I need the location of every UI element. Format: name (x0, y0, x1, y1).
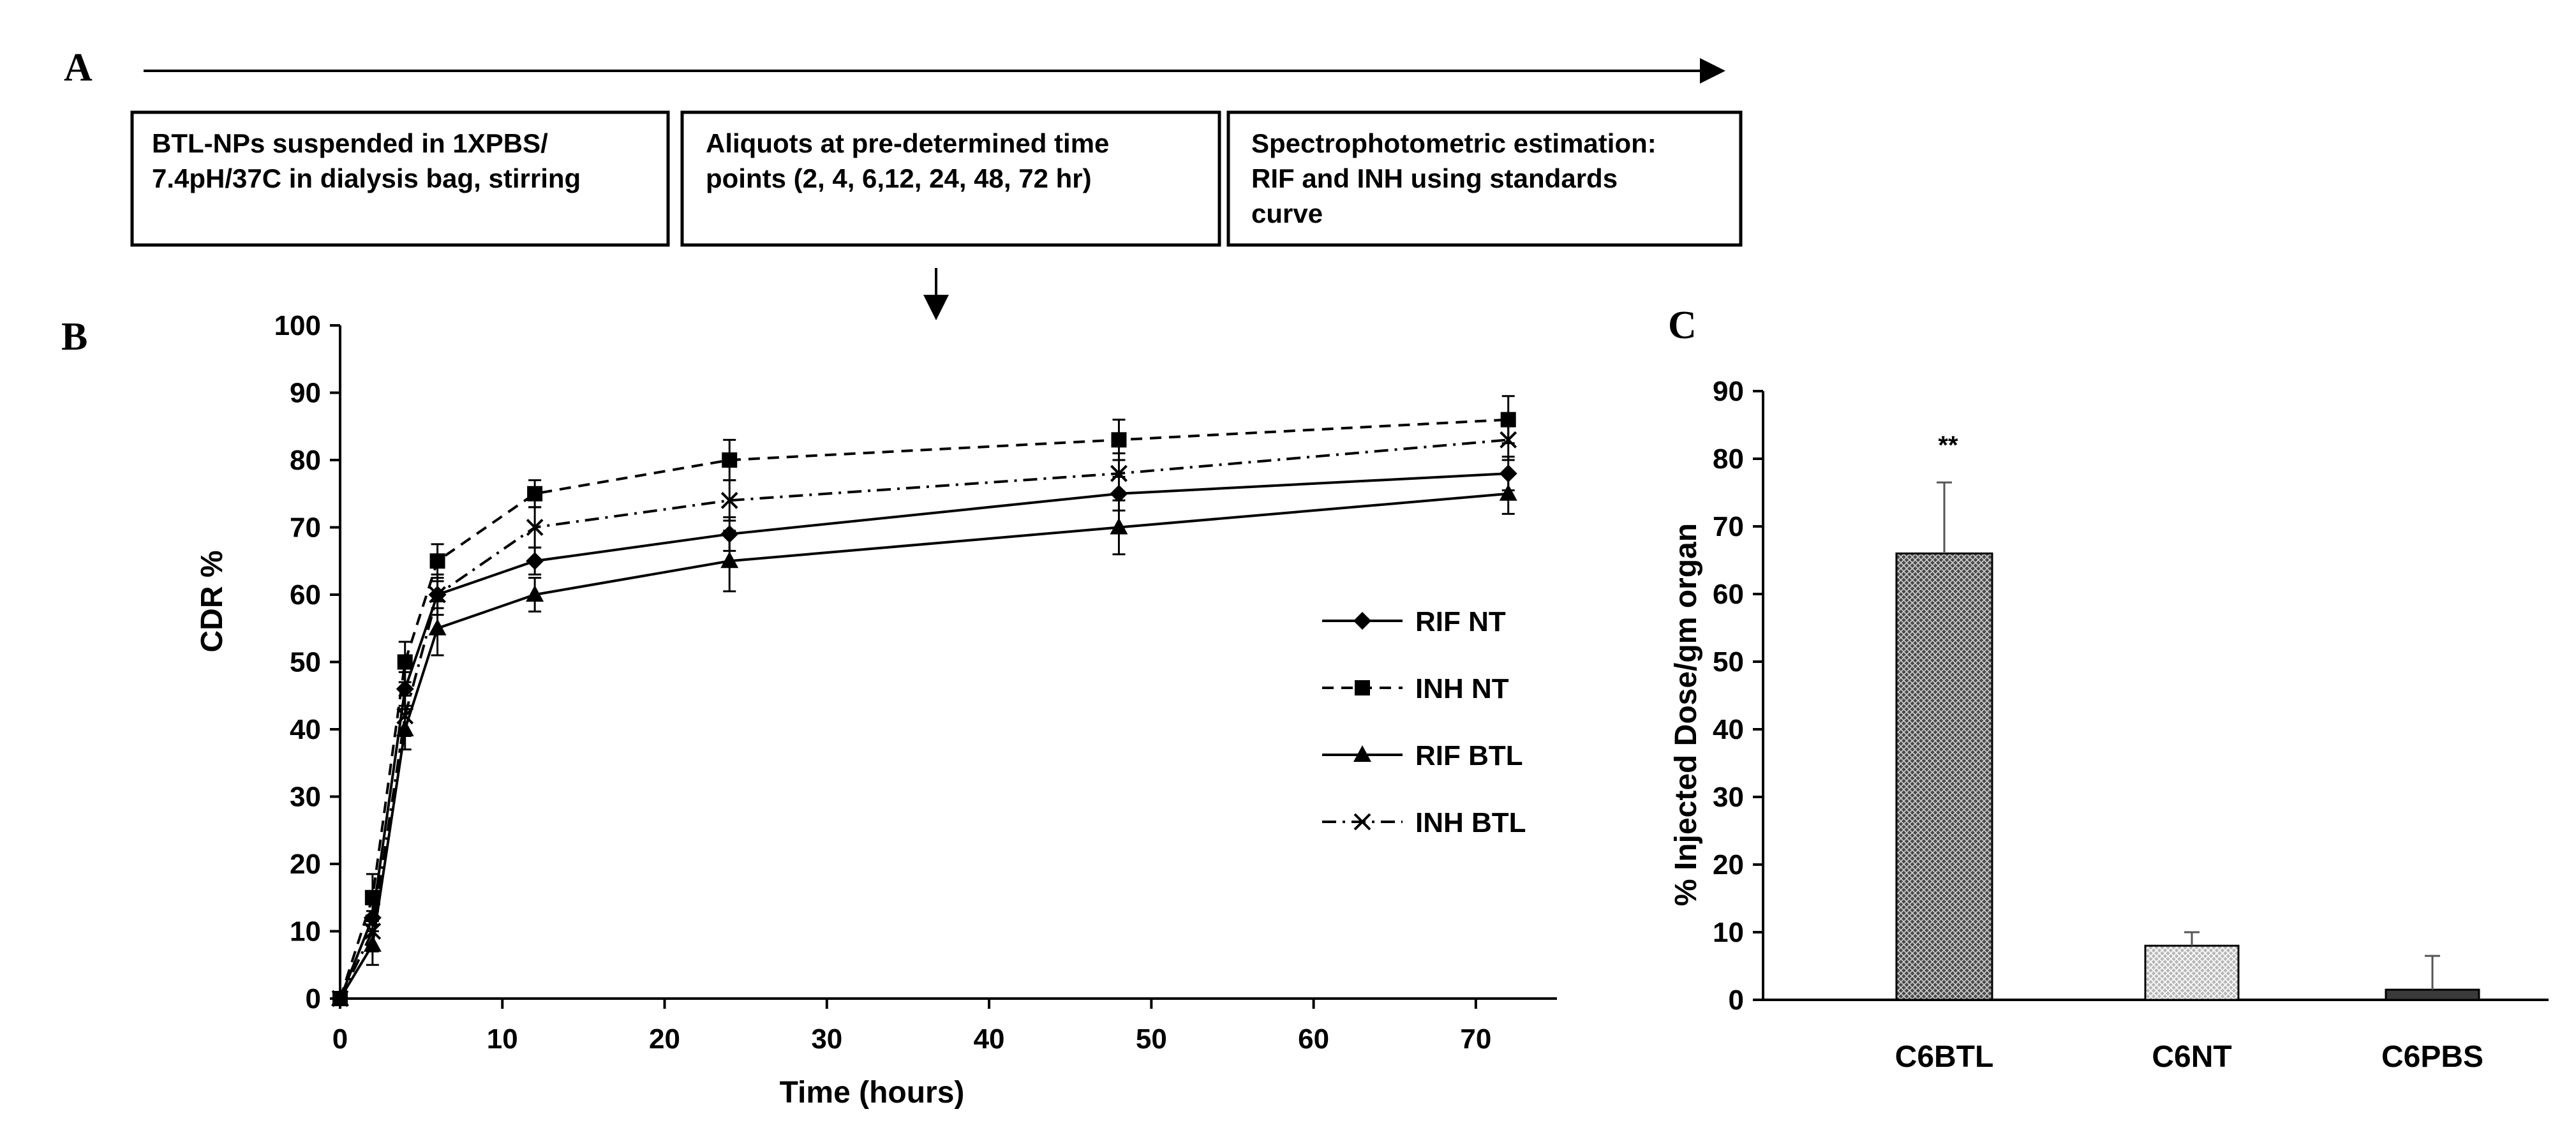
x-tick-label: 40 (974, 1023, 1005, 1055)
data-point (722, 452, 738, 468)
y-tick-label: 60 (290, 579, 321, 611)
x-tick-label: 30 (811, 1023, 842, 1055)
bar-c6btl (1895, 552, 1993, 1001)
y-axis-title: % Injected Dose/gm organ (1669, 523, 1703, 906)
significance-marker: ** (1938, 431, 1958, 459)
x-tick-label: 50 (1136, 1023, 1167, 1055)
data-point (1110, 465, 1128, 482)
category-label-c6pbs: C6PBS (2381, 1040, 2483, 1074)
y-tick-label: 0 (306, 983, 321, 1015)
data-point (720, 551, 739, 569)
category-label-c6nt: C6NT (2152, 1040, 2231, 1074)
legend-marker (1353, 745, 1371, 762)
y-tick-label: 100 (274, 310, 321, 341)
y-tick-label: 70 (290, 512, 321, 544)
legend-item-rif-nt: RIF NT (1322, 606, 1506, 637)
bar-chart: 0 10 20 30 40 50 60 70 80 90 % Injected Dose/gm or… (1669, 376, 2549, 1074)
y-tick-label: 30 (1713, 782, 1744, 813)
series-line (339, 438, 1508, 999)
legend-label: RIF BTL (1415, 740, 1523, 771)
x-tick-label: 0 (332, 1023, 348, 1055)
panel-label-b: B (61, 315, 87, 359)
workflow-step-3: Spectrophotometric estimation: RIF and I… (1226, 110, 1743, 247)
data-point (720, 491, 738, 509)
y-tick-label: 50 (290, 647, 321, 678)
workflow-step-3-line-1: Spectrophotometric estimation: (1251, 128, 1657, 158)
data-point (1499, 484, 1517, 501)
legend: RIF NT INH NT RIF BTL INH BTL (1322, 606, 1526, 838)
y-tick-label: 80 (290, 445, 321, 476)
legend-marker (1353, 612, 1371, 630)
series-rif-btl (331, 472, 1517, 1006)
series-rif-nt (331, 456, 1517, 1007)
y-axis-title: CDR % (195, 550, 229, 652)
y-tick-label: 0 (1729, 985, 1744, 1016)
legend-item-inh-nt: INH NT (1322, 673, 1509, 704)
legend-item-rif-btl: RIF BTL (1322, 740, 1523, 771)
workflow-step-3-line-2: RIF and INH using standards (1251, 163, 1618, 193)
panel-label-c: C (1668, 304, 1697, 347)
workflow-step-2: Aliquots at pre-determined time points (… (680, 110, 1221, 247)
y-tick-label: 50 (1713, 646, 1744, 678)
workflow-step-2-line-1: Aliquots at pre-determined time (706, 128, 1109, 158)
x-axis-title: Time (hours) (780, 1076, 965, 1110)
series-line (339, 492, 1508, 1000)
legend-marker (1355, 680, 1370, 695)
y-tick-label: 70 (1713, 511, 1744, 542)
y-tick-label: 20 (290, 849, 321, 880)
data-point (526, 552, 544, 570)
y-tick-label: 40 (290, 714, 321, 745)
line-chart: 0 10 20 30 40 50 60 70 80 90 100 0 10 20 30 40 50 60 70 Tim… (195, 310, 1557, 1110)
legend-label: RIF NT (1415, 606, 1506, 637)
category-label-c6btl: C6BTL (1895, 1040, 1994, 1074)
y-tick-label: 10 (1713, 917, 1744, 948)
series-inh-nt (332, 395, 1516, 1006)
data-point (527, 486, 543, 502)
data-point (429, 553, 445, 569)
y-tick-label: 80 (1713, 443, 1744, 475)
workflow-step-2-line-2: points (2, 4, 6,12, 24, 48, 72 hr) (706, 163, 1092, 193)
bar-c6pbs (2385, 988, 2480, 1001)
bar-c6nt (2144, 944, 2240, 1001)
legend-label: INH NT (1415, 673, 1509, 704)
series-line (339, 472, 1508, 999)
data-point (526, 519, 544, 536)
workflow-step-3-line-3: curve (1251, 198, 1323, 228)
y-tick-label: 90 (290, 378, 321, 409)
legend-marker (1353, 813, 1371, 831)
data-point (397, 654, 413, 670)
x-tick-label: 20 (649, 1023, 680, 1055)
data-point (331, 990, 349, 1007)
data-point (1110, 517, 1128, 535)
workflow-step-1-line-1: BTL-NPs suspended in 1XPBS/ (152, 128, 548, 158)
workflow-step-1: BTL-NPs suspended in 1XPBS/ 7.4pH/37C in… (130, 110, 670, 247)
x-tick-label: 70 (1460, 1023, 1491, 1055)
y-tick-label: 60 (1713, 579, 1744, 610)
data-point (428, 618, 447, 636)
data-point (429, 586, 446, 604)
data-point (1111, 432, 1127, 448)
legend-item-inh-btl: INH BTL (1322, 807, 1526, 838)
data-point (526, 585, 544, 602)
legend-label: INH BTL (1415, 807, 1526, 838)
panel-label-a: A (64, 46, 93, 89)
y-tick-label: 90 (1713, 376, 1744, 407)
y-tick-label: 40 (1713, 714, 1744, 745)
series-line (339, 418, 1508, 999)
data-point (364, 923, 382, 940)
y-tick-label: 30 (290, 782, 321, 813)
workflow-step-1-line-2: 7.4pH/37C in dialysis bag, stirring (152, 163, 581, 193)
x-tick-label: 10 (487, 1023, 518, 1055)
y-tick-label: 20 (1713, 849, 1744, 881)
data-point (396, 707, 414, 725)
y-tick-label: 10 (290, 916, 321, 948)
series-inh-btl (331, 419, 1517, 1007)
data-point (1500, 431, 1517, 449)
x-tick-label: 60 (1298, 1023, 1329, 1055)
